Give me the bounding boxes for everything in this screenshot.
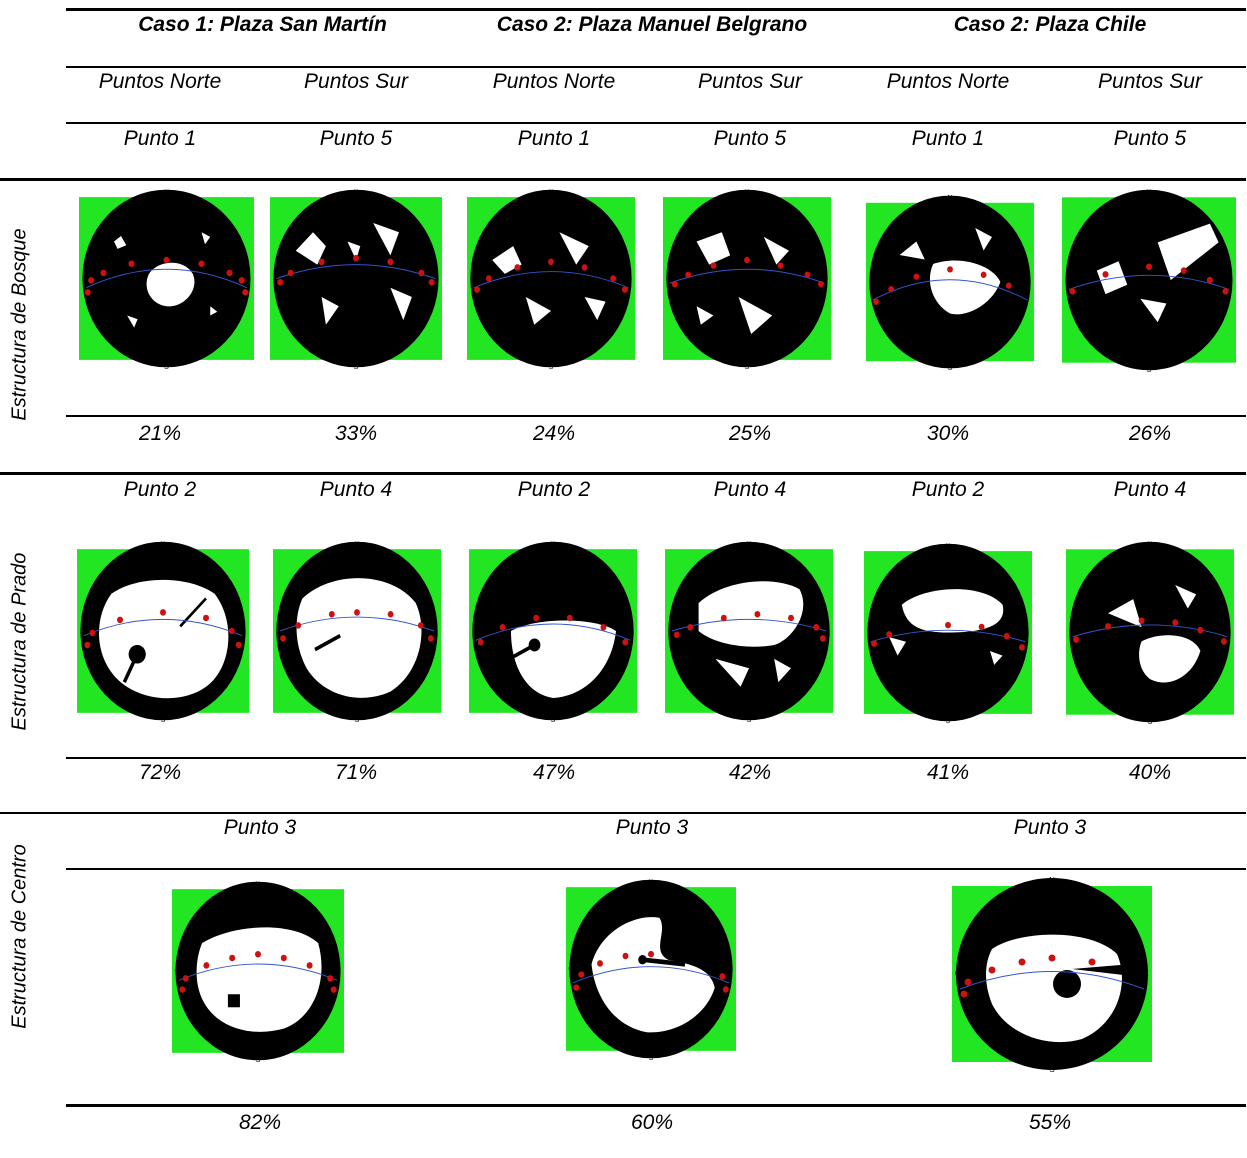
compass-north: N <box>549 189 554 196</box>
compass-north: N <box>355 540 360 548</box>
compass-south: S <box>1049 1065 1054 1074</box>
row1-point-1: Punto 1 <box>123 127 197 150</box>
row-label-prado: Estructura de Prado <box>8 552 31 731</box>
row2-point-3: Punto 2 <box>517 478 591 501</box>
compass-north: N <box>747 540 752 548</box>
compass-north: N <box>649 878 654 886</box>
row3-point-2: Punto 3 <box>615 816 689 839</box>
row1-point-6: Punto 5 <box>1113 127 1187 150</box>
point-group-4: Puntos Sur <box>698 70 802 93</box>
row1-pct-3: 24% <box>532 422 576 445</box>
compass-east: E <box>729 965 734 973</box>
compass-south: S <box>549 364 554 371</box>
row1-pct-6: 26% <box>1128 422 1172 445</box>
fisheye-photo: N S <box>866 192 1034 372</box>
row3-pct-1: 82% <box>238 1111 282 1134</box>
row3-pct-2: 60% <box>630 1111 674 1134</box>
compass-north: N <box>164 187 169 196</box>
row2-pct-2: 71% <box>334 761 378 784</box>
case-title-1: Caso 1: Plaza San Martín <box>138 13 387 36</box>
fisheye-photo: N S E O <box>952 874 1152 1074</box>
row2-pct-4: 42% <box>728 761 772 784</box>
fisheye-photo: N S <box>77 538 249 724</box>
row1-point-2: Punto 5 <box>319 127 393 150</box>
compass-west: O <box>174 967 180 975</box>
fisheye-photo: N S <box>665 538 833 724</box>
compass-south: S <box>551 716 556 724</box>
compass-south: S <box>747 716 752 724</box>
compass-north: N <box>948 195 953 202</box>
compass-south: S <box>1147 365 1152 374</box>
row1-pct-5: 30% <box>926 422 970 445</box>
compass-north: N <box>745 189 750 196</box>
fisheye-photo: N S <box>864 540 1032 725</box>
compass-north: N <box>551 540 556 548</box>
row-label-centro: Estructura de Centro <box>8 844 31 1029</box>
row2-pct-1: 72% <box>138 761 182 784</box>
compass-south: S <box>946 718 951 725</box>
row3-point-3: Punto 3 <box>1013 816 1087 839</box>
row2-point-1: Punto 2 <box>123 478 197 501</box>
case-title-3: Caso 2: Plaza Chile <box>953 13 1147 36</box>
row2-pct-6: 40% <box>1128 761 1172 784</box>
fisheye-photo: N S E O <box>566 876 736 1062</box>
fisheye-photo: N S <box>273 538 441 724</box>
point-group-1: Puntos Norte <box>98 70 222 93</box>
row1-point-5: Punto 1 <box>911 127 985 150</box>
compass-west: O <box>568 965 574 973</box>
compass-south: S <box>948 365 953 372</box>
compass-south: S <box>745 364 750 371</box>
fisheye-photo: N S E O <box>172 878 344 1064</box>
fisheye-photo: N S <box>1066 538 1234 726</box>
row1-point-3: Punto 1 <box>517 127 591 150</box>
compass-south: S <box>256 1056 261 1064</box>
row2-point-2: Punto 4 <box>319 478 393 501</box>
fisheye-photo: N S <box>79 186 254 371</box>
compass-north: N <box>1146 187 1151 196</box>
compass-south: S <box>355 716 360 724</box>
row1-pct-1: 21% <box>138 422 182 445</box>
point-group-3: Puntos Norte <box>492 70 616 93</box>
row1-pct-2: 33% <box>334 422 378 445</box>
compass-east: E <box>337 967 342 975</box>
compass-east: E <box>1143 969 1148 978</box>
row2-point-5: Punto 2 <box>911 478 985 501</box>
row-label-bosque: Estructura de Bosque <box>8 228 31 421</box>
row2-pct-5: 41% <box>926 761 970 784</box>
case-title-2: Caso 2: Plaza Manuel Belgrano <box>496 13 808 36</box>
fisheye-photo: N S <box>270 186 442 371</box>
compass-north: N <box>1049 876 1055 885</box>
fisheye-photo: N S <box>663 186 831 371</box>
fisheye-photo: N S <box>469 538 637 724</box>
row3-pct-3: 55% <box>1028 1111 1072 1134</box>
point-group-2: Puntos Sur <box>304 70 408 93</box>
point-group-5: Puntos Norte <box>886 70 1010 93</box>
compass-south: S <box>161 716 166 724</box>
compass-south: S <box>649 1054 654 1062</box>
row2-point-6: Punto 4 <box>1113 478 1187 501</box>
compass-south: S <box>354 363 359 371</box>
row2-pct-3: 47% <box>532 761 576 784</box>
fisheye-photo: N S <box>467 186 635 371</box>
row1-pct-4: 25% <box>728 422 772 445</box>
compass-north: N <box>354 188 359 196</box>
compass-north: N <box>1148 540 1153 548</box>
fisheye-photo: N S <box>1062 186 1236 374</box>
row3-point-1: Punto 3 <box>223 816 297 839</box>
row1-point-4: Punto 5 <box>713 127 787 150</box>
compass-south: S <box>164 362 169 371</box>
row2-point-4: Punto 4 <box>713 478 787 501</box>
compass-north: N <box>161 540 166 548</box>
point-group-6: Puntos Sur <box>1098 70 1202 93</box>
compass-north: N <box>946 543 951 550</box>
compass-south: S <box>1148 718 1153 726</box>
compass-west: O <box>955 969 961 978</box>
compass-north: N <box>256 880 261 888</box>
